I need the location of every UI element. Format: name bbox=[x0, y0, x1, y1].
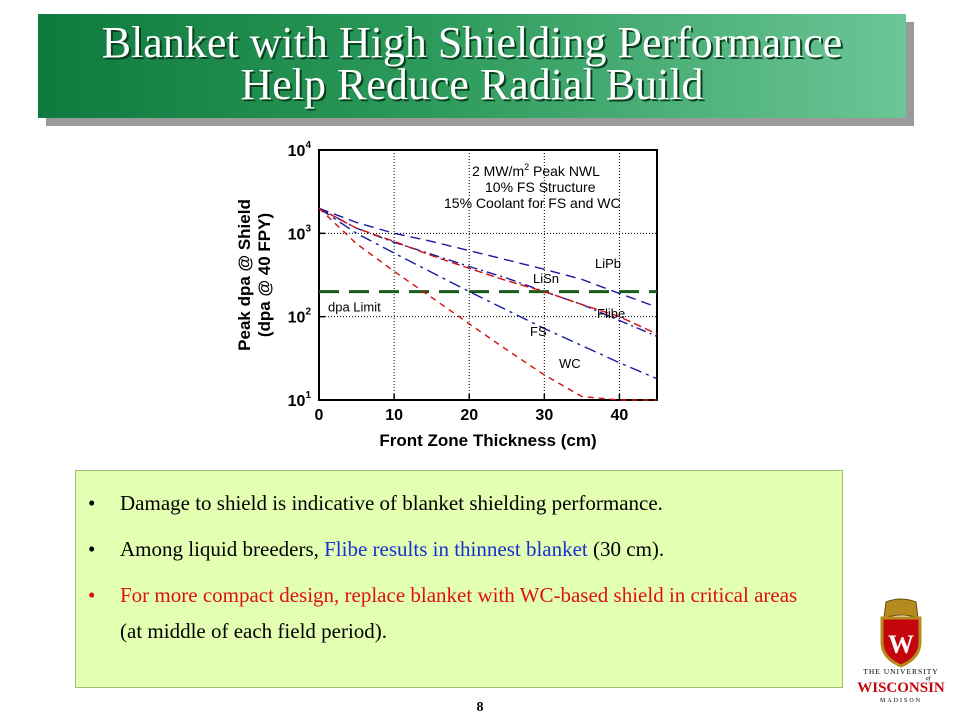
page-number: 8 bbox=[476, 700, 484, 715]
chart-svg: 0 10 20 30 40 101 102 103 104 Front Zone Thickn… bbox=[235, 140, 658, 450]
x-axis-label: Front Zone Thickness (cm) bbox=[379, 431, 596, 450]
y-tick-label: 102 bbox=[288, 307, 312, 327]
grid bbox=[319, 150, 657, 400]
bullet-3-text-b: (at middle of each field period). bbox=[120, 619, 388, 643]
chart-annotation: 2 MW/m2 Peak NWL 10% FS Structure 15% Co… bbox=[444, 162, 621, 211]
crest-letter: W bbox=[888, 630, 914, 659]
series-labels: LiPb LiSn Flibe FS WC dpa Limit bbox=[328, 256, 625, 371]
series-line-flibe bbox=[318, 207, 658, 335]
dpa-chart: 0 10 20 30 40 101 102 103 104 Front Zone Thickn… bbox=[228, 138, 708, 458]
bullet-3-symbol: • bbox=[88, 583, 96, 607]
x-tick-label: 30 bbox=[535, 407, 553, 424]
logo-line-3: WISCONSIN bbox=[857, 680, 945, 696]
annotation-line-1: 2 MW/m2 Peak NWL bbox=[472, 162, 600, 179]
y-tick-label: 101 bbox=[288, 390, 312, 410]
series-label-fs: FS bbox=[530, 324, 547, 339]
y-axis-label: Peak dpa @ Shield (dpa @ 40 FPY) bbox=[235, 199, 274, 351]
logo-line-4: MADISON bbox=[880, 698, 922, 704]
y-tick-label: 103 bbox=[288, 223, 312, 243]
x-tick-label: 0 bbox=[315, 407, 324, 424]
x-tick-label: 20 bbox=[460, 407, 478, 424]
series-lines bbox=[318, 207, 658, 401]
title-line-2: Help Reduce Radial Build bbox=[240, 60, 704, 109]
y-tick-labels: 101 102 103 104 bbox=[288, 140, 325, 410]
logo-line-1: THE UNIVERSITY bbox=[863, 667, 938, 676]
bullet-3-text-highlight: For more compact design, replace blanket… bbox=[120, 583, 798, 607]
series-label-flibe: Flibe bbox=[597, 306, 625, 321]
y-axis-label-line-2: (dpa @ 40 FPY) bbox=[255, 213, 274, 337]
series-label-wc: WC bbox=[559, 356, 581, 371]
x-tick-labels: 0 10 20 30 40 bbox=[315, 394, 629, 424]
x-tick-label: 10 bbox=[385, 407, 403, 424]
title-line-1: Blanket with High Shielding Performance bbox=[101, 18, 843, 67]
bullet-2: • Among liquid breeders, Flibe results i… bbox=[88, 531, 822, 567]
series-label-lipb: LiPb bbox=[595, 256, 621, 271]
bullet-1-symbol: • bbox=[88, 491, 96, 515]
y-tick-label: 104 bbox=[288, 140, 312, 160]
bullet-2-text-a: Among liquid breeders, bbox=[120, 537, 325, 561]
bullet-2-text-highlight: Flibe results in thinnest blanket bbox=[324, 537, 588, 561]
series-line-fs bbox=[318, 207, 658, 380]
dpa-limit-label: dpa Limit bbox=[328, 300, 381, 315]
uw-crest-icon: W THE UNIVERSITY of WISCONSIN MADISON bbox=[857, 598, 945, 704]
bullet-1-text: Damage to shield is indicative of blanke… bbox=[120, 491, 663, 515]
bullet-1: • Damage to shield is indicative of blan… bbox=[88, 485, 822, 521]
annotation-line-3: 15% Coolant for FS and WC bbox=[444, 195, 621, 211]
x-tick-label: 40 bbox=[611, 407, 629, 424]
series-line-lipb bbox=[318, 207, 658, 308]
series-label-lisn: LiSn bbox=[533, 271, 559, 286]
series-line-wc bbox=[318, 207, 657, 401]
university-logo: W THE UNIVERSITY of WISCONSIN MADISON bbox=[846, 596, 956, 706]
logo-line-2: of bbox=[926, 675, 932, 682]
slide-title: Blanket with High Shielding Performance … bbox=[38, 14, 906, 118]
annotation-line-2: 10% FS Structure bbox=[485, 179, 596, 195]
bullet-2-symbol: • bbox=[88, 537, 96, 561]
y-axis-label-line-1: Peak dpa @ Shield bbox=[235, 199, 254, 351]
bullet-box: • Damage to shield is indicative of blan… bbox=[75, 470, 843, 688]
bullet-3: • For more compact design, replace blank… bbox=[88, 577, 822, 649]
bullet-2-text-b: (30 cm). bbox=[587, 537, 665, 561]
